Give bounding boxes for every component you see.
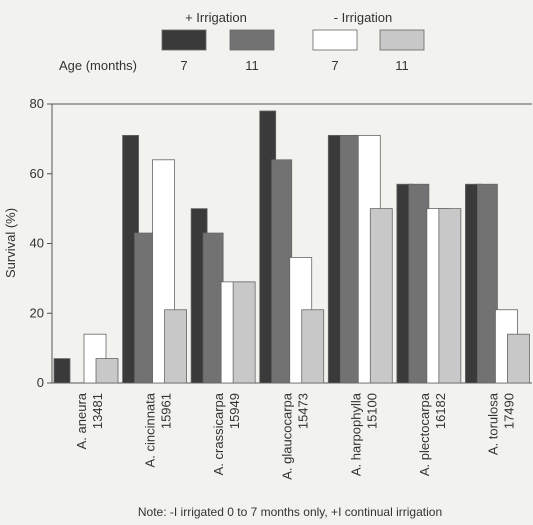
bar-2 bbox=[202, 232, 224, 384]
x-label-group: A. cincinnata 15961 bbox=[143, 392, 174, 467]
x-label-group: A. aneura 13481 bbox=[74, 392, 105, 449]
bar-4 bbox=[438, 208, 462, 384]
bar-2 bbox=[477, 183, 498, 384]
legend-age-label: Age (months) bbox=[59, 58, 137, 73]
y-tick-label: 40 bbox=[30, 236, 44, 251]
x-tick-code: 17490 bbox=[501, 393, 516, 429]
x-tick-label: A. torulosa bbox=[485, 392, 500, 455]
x-tick-code: 15949 bbox=[227, 393, 242, 429]
x-tick-code: 15100 bbox=[364, 393, 379, 429]
x-tick-label: A. plectocarpa bbox=[417, 392, 432, 476]
y-tick-label: 20 bbox=[30, 305, 44, 320]
y-axis-label: Survival (%) bbox=[3, 208, 18, 278]
x-tick-code: 13481 bbox=[90, 393, 105, 429]
x-tick-label: A. crassicarpa bbox=[211, 392, 226, 475]
bar-1 bbox=[53, 358, 71, 384]
x-label-group: A. torulosa 17490 bbox=[485, 392, 516, 455]
legend-swatch bbox=[312, 29, 358, 51]
x-tick-code: 15473 bbox=[296, 393, 311, 429]
bar-2 bbox=[134, 232, 155, 384]
y-tick-label: 80 bbox=[30, 96, 44, 111]
x-label-group: A. crassicarpa 15949 bbox=[211, 392, 242, 475]
x-label-group: A. harpophylla 15100 bbox=[348, 392, 379, 476]
x-tick-label: A. cincinnata bbox=[143, 392, 158, 467]
bar-4 bbox=[95, 358, 119, 384]
bar-4 bbox=[507, 333, 530, 384]
x-label-group: A. glaucocarpa 15473 bbox=[280, 392, 311, 479]
bar-2 bbox=[339, 134, 361, 384]
x-label-group: A. plectocarpa 16182 bbox=[417, 392, 448, 476]
y-tick-label: 60 bbox=[30, 166, 44, 181]
legend-age: 7 bbox=[331, 58, 338, 73]
x-tick-label: A. glaucocarpa bbox=[280, 392, 295, 479]
bar-4 bbox=[232, 281, 256, 384]
bar-2 bbox=[408, 183, 430, 384]
legend: + Irrigation - Irrigation Age (months) 7… bbox=[59, 10, 425, 73]
x-tick-label: A. aneura bbox=[74, 392, 89, 449]
bar-4 bbox=[164, 309, 187, 384]
x-tick-code: 15961 bbox=[159, 393, 174, 429]
bar-2 bbox=[271, 159, 293, 384]
y-tick-label: 0 bbox=[37, 375, 44, 390]
bar-4 bbox=[301, 309, 325, 384]
bar-4 bbox=[369, 208, 393, 384]
legend-age: 11 bbox=[395, 58, 409, 73]
x-tick-code: 16182 bbox=[433, 393, 448, 429]
legend-swatch bbox=[379, 29, 425, 51]
chart-note: Note: -I irrigated 0 to 7 months only, +… bbox=[138, 505, 442, 519]
legend-not-irrigated-label: - Irrigation bbox=[334, 10, 393, 25]
legend-age: 11 bbox=[245, 58, 259, 73]
legend-swatch bbox=[229, 29, 275, 51]
legend-swatch bbox=[161, 29, 207, 51]
legend-irrigated-label: + Irrigation bbox=[185, 10, 247, 25]
legend-age: 7 bbox=[180, 58, 187, 73]
x-tick-label: A. harpophylla bbox=[348, 392, 363, 476]
